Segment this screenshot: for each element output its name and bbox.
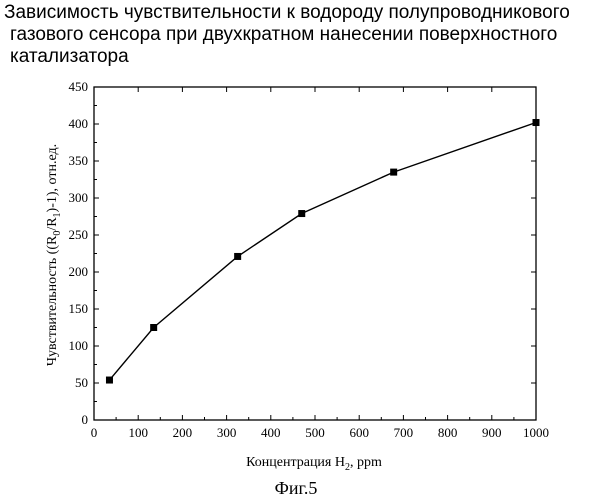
x-tick-label: 100 — [128, 425, 148, 440]
ticks: 0 100 200 300 400 500 600 700 800 900 1000 0 50 100 15… — [69, 79, 550, 440]
y-tick-label: 0 — [82, 412, 89, 427]
y-tick-label: 100 — [69, 338, 89, 353]
x-tick-label: 200 — [173, 425, 193, 440]
x-tick-label: 500 — [305, 425, 325, 440]
series-line — [109, 123, 536, 381]
data-point — [234, 253, 241, 260]
y-tick-label: 450 — [69, 79, 89, 94]
data-point — [390, 169, 397, 176]
y-tick-label: 50 — [75, 375, 88, 390]
y-tick-label: 200 — [69, 264, 89, 279]
data-point — [298, 210, 305, 217]
x-tick-label: 700 — [394, 425, 414, 440]
plot-frame — [94, 87, 536, 420]
y-tick-label: 350 — [69, 153, 89, 168]
x-axis-label: Концентрация H2, ppm — [246, 455, 382, 470]
series-polyline — [109, 123, 536, 381]
x-tick-label: 600 — [349, 425, 369, 440]
data-point — [106, 377, 113, 384]
figure-caption: Фиг.5 — [0, 478, 592, 499]
y-tick-label: 150 — [69, 301, 89, 316]
data-point — [533, 119, 540, 126]
axes — [94, 87, 536, 420]
data-points — [106, 119, 540, 384]
y-axis-label: Чувствительность ((R0/R1)-1), отн.ед. — [45, 144, 63, 366]
y-tick-label: 400 — [69, 116, 89, 131]
y-tick-label: 250 — [69, 227, 89, 242]
x-tick-label: 300 — [217, 425, 237, 440]
x-tick-label: 800 — [438, 425, 458, 440]
line-chart: 0 100 200 300 400 500 600 700 800 900 1000 0 50 100 15… — [0, 0, 592, 470]
y-tick-label: 300 — [69, 190, 89, 205]
x-tick-label: 400 — [261, 425, 281, 440]
x-tick-label: 900 — [482, 425, 502, 440]
x-tick-label: 1000 — [523, 425, 549, 440]
data-point — [150, 324, 157, 331]
x-tick-label: 0 — [91, 425, 98, 440]
